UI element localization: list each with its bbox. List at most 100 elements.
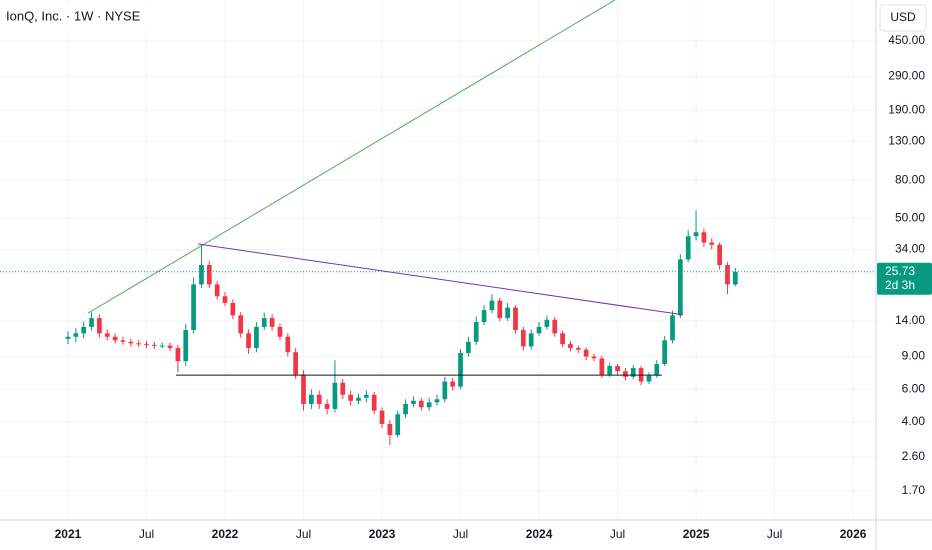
candle-body xyxy=(536,326,542,334)
x-tick-label: 2026 xyxy=(840,527,867,541)
candle-body xyxy=(489,300,495,311)
y-tick-label: 130.00 xyxy=(888,133,925,147)
candle-body xyxy=(403,403,408,415)
candle-body xyxy=(104,333,110,337)
candle-body xyxy=(442,381,448,400)
x-tick-label: Jul xyxy=(296,527,311,541)
y-tick-label: 4.00 xyxy=(902,414,926,428)
y-tick-label: 1.70 xyxy=(902,483,926,497)
candle-body xyxy=(591,356,597,359)
x-tick-label: Jul xyxy=(453,527,468,541)
candle-body xyxy=(544,319,550,327)
countdown: 2d 3h xyxy=(885,278,915,292)
candle-body xyxy=(678,259,683,316)
candle-body xyxy=(238,315,244,334)
candle-body xyxy=(159,345,165,347)
y-tick-label: 80.00 xyxy=(895,172,925,186)
candle-body xyxy=(340,382,346,395)
candle-body xyxy=(646,375,652,382)
x-tick-label: 2024 xyxy=(526,527,553,541)
candle-body xyxy=(701,232,707,243)
candle-body xyxy=(717,244,722,265)
candle-body xyxy=(167,345,173,349)
x-tick-label: 2022 xyxy=(212,527,239,541)
y-tick-label: 14.00 xyxy=(895,313,925,327)
candle-body xyxy=(246,333,251,349)
candle-body xyxy=(65,336,71,339)
candle-body xyxy=(301,374,306,404)
candle-body xyxy=(199,264,204,285)
candle-body xyxy=(709,242,715,245)
axes: 450.00 290.00 190.00 130.00 80.00 50.00 34.00 1… xyxy=(55,33,932,541)
last-price-box xyxy=(877,262,932,295)
x-tick-label: Jul xyxy=(767,527,782,541)
x-tick-label: 2021 xyxy=(55,527,82,541)
candle-body xyxy=(411,400,416,404)
candle-body xyxy=(293,352,299,375)
candle-body xyxy=(497,300,503,319)
candle-body xyxy=(466,341,471,354)
candle-body xyxy=(73,333,79,337)
candle-body xyxy=(387,423,393,436)
candle-body xyxy=(670,315,675,341)
candle-body xyxy=(89,318,94,327)
candle-body xyxy=(458,353,463,387)
candle-body xyxy=(277,326,283,337)
candle-body xyxy=(269,318,275,327)
title-backdrop xyxy=(0,4,160,30)
candle-body xyxy=(97,318,102,334)
candle-body xyxy=(120,340,126,342)
candle-body xyxy=(575,348,581,350)
candle-body xyxy=(623,371,628,377)
trend-line xyxy=(197,243,684,316)
candle-body xyxy=(725,264,730,285)
candle-body xyxy=(513,307,518,331)
candle-body xyxy=(560,333,565,345)
y-tick-label: 190.00 xyxy=(888,103,925,117)
candle-body xyxy=(685,236,691,260)
chart-title: IonQ, Inc. · 1W · NYSE xyxy=(6,8,141,23)
candle-body xyxy=(520,330,526,347)
x-tick-label: Jul xyxy=(139,527,154,541)
candle-body xyxy=(285,336,291,353)
candle-body xyxy=(379,410,385,424)
candle-body xyxy=(662,340,668,365)
candle-body xyxy=(434,399,440,403)
candle-body xyxy=(175,348,181,362)
candle-body xyxy=(112,336,118,341)
candle-body xyxy=(481,310,487,323)
candle-body xyxy=(324,403,330,409)
candle-body xyxy=(136,343,142,345)
currency-button[interactable] xyxy=(879,4,927,32)
candle-body xyxy=(183,330,189,362)
last-price-label: 25.73 xyxy=(885,264,915,278)
y-tick-label: 450.00 xyxy=(888,33,925,47)
y-tick-label: 50.00 xyxy=(895,210,925,224)
candle-body xyxy=(426,402,432,408)
candle-body xyxy=(450,381,456,387)
candle-body xyxy=(191,284,196,331)
y-tick-label: 9.00 xyxy=(902,349,926,363)
candle-body xyxy=(128,341,134,344)
candle-body xyxy=(214,284,220,297)
candle-body xyxy=(505,307,510,319)
candle-body xyxy=(316,394,322,404)
candle-body xyxy=(607,366,613,375)
candle-body xyxy=(568,344,573,349)
candle-body xyxy=(693,232,699,237)
candle-body xyxy=(363,394,369,398)
x-tick-label: Jul xyxy=(610,527,625,541)
candle-body xyxy=(230,302,236,316)
candle-body xyxy=(254,326,259,349)
candle-body xyxy=(348,394,353,401)
candle-body xyxy=(371,394,377,411)
currency: USD xyxy=(890,10,916,24)
y-tick-label: 2.60 xyxy=(902,449,926,463)
candle-body xyxy=(630,368,636,377)
candle-body xyxy=(528,333,534,347)
candle-body xyxy=(599,358,605,375)
candle-body xyxy=(81,326,87,334)
plot-area xyxy=(0,0,876,446)
y-tick-label: 6.00 xyxy=(902,381,926,395)
